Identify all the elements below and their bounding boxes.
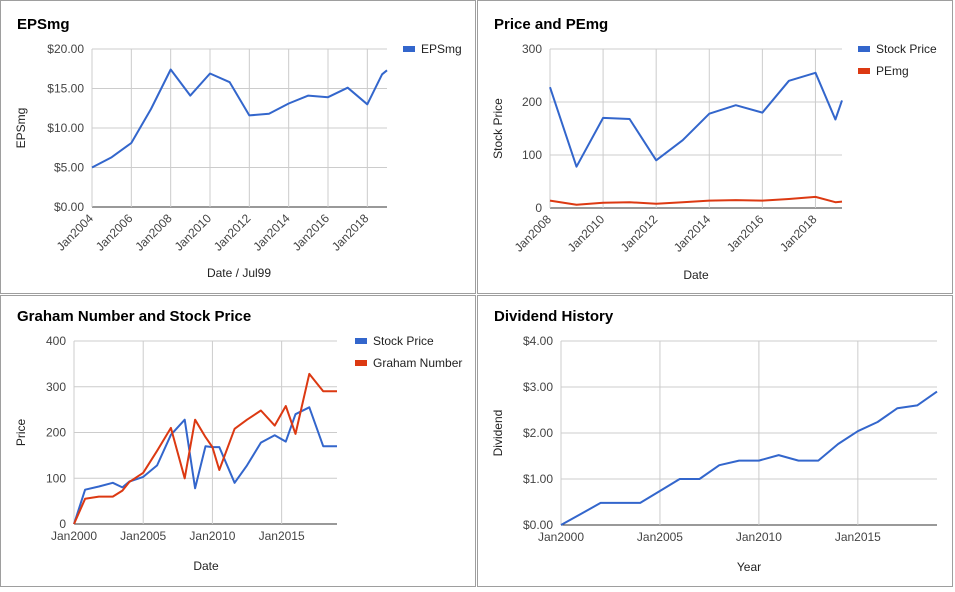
y-tick-label: $4.00 [523, 334, 553, 348]
y-tick-label: 200 [522, 95, 542, 109]
y-tick-label: 100 [46, 471, 66, 485]
legend-label: EPSmg [421, 42, 462, 56]
x-tick-label: Jan2016 [290, 211, 333, 254]
x-tick-label: Jan2016 [724, 212, 767, 255]
x-tick-label: Jan2008 [512, 212, 555, 255]
series-line-epsmg [91, 68, 388, 169]
y-tick-label: $1.00 [523, 472, 553, 486]
legend-swatch [403, 46, 415, 52]
y-tick-label: $0.00 [54, 200, 84, 214]
price-pemg-chart-panel: Price and PEmg Date 0 100 200 300 Jan2008 Jan… [477, 0, 953, 294]
epsmg-chart-panel: EPSmg Date / Jul99 $0.00 $5.00 $10.00 $15.0… [0, 0, 476, 294]
legend-label: PEmg [876, 64, 909, 78]
legend-swatch [355, 360, 367, 366]
y-tick-label: $2.00 [523, 426, 553, 440]
x-tick-label: Jan2012 [618, 212, 661, 255]
y-tick-label: 100 [522, 148, 542, 162]
legend-label: Graham Number [373, 356, 462, 370]
x-tick-label: Jan2000 [538, 530, 584, 544]
y-axis-title: Stock Price [491, 98, 505, 159]
x-tick-label: Jan2012 [211, 211, 254, 254]
series-line-stock-price [73, 406, 337, 525]
x-tick-label: Jan2015 [259, 529, 305, 543]
series-line-graham-number [73, 372, 337, 525]
y-tick-label: 200 [46, 426, 66, 440]
series-line-0 [560, 390, 938, 526]
x-axis-title: Date [193, 559, 219, 573]
y-tick-label: $10.00 [47, 121, 84, 135]
x-tick-label: Jan2018 [329, 211, 372, 254]
y-tick-label: 300 [522, 42, 542, 56]
legend-swatch [355, 338, 367, 344]
x-tick-label: Jan2006 [93, 211, 136, 254]
x-tick-label: Jan2018 [777, 212, 820, 255]
x-tick-label: Jan2010 [736, 530, 782, 544]
x-tick-label: Jan2015 [835, 530, 881, 544]
x-tick-label: Jan2014 [250, 211, 293, 254]
y-axis-title: Price [14, 419, 28, 447]
y-axis-title: EPSmg [14, 108, 28, 149]
y-tick-label: $20.00 [47, 42, 84, 56]
chart-title: Price and PEmg [494, 16, 608, 33]
y-tick-label: 300 [46, 380, 66, 394]
graham-number-chart: Graham Number and Stock Price Date 0 100 2… [14, 308, 462, 573]
x-axis-title: Date [683, 268, 709, 282]
epsmg-chart: EPSmg Date / Jul99 $0.00 $5.00 $10.00 $15.0… [14, 16, 462, 280]
x-tick-label: Jan2010 [172, 211, 215, 254]
graham-number-chart-panel: Graham Number and Stock Price Date 0 100 2… [0, 295, 476, 587]
x-tick-label: Jan2014 [671, 212, 714, 255]
legend-label: Stock Price [876, 42, 937, 56]
legend-swatch [858, 68, 870, 74]
y-tick-label: $15.00 [47, 82, 84, 96]
series-line-stock-price [549, 71, 843, 168]
y-tick-label: $3.00 [523, 380, 553, 394]
dividend-history-chart-panel: Dividend History Year $0.00 $1.00 $2.00 $3.… [477, 295, 953, 587]
y-axis-title: Dividend [491, 410, 505, 457]
x-axis-title: Date / Jul99 [207, 266, 271, 280]
x-tick-label: Jan2004 [54, 211, 97, 254]
x-tick-label: Jan2008 [132, 211, 175, 254]
x-tick-label: Jan2010 [189, 529, 235, 543]
chart-title: Dividend History [494, 308, 614, 325]
series-line-pemg [549, 195, 843, 206]
y-tick-label: 400 [46, 334, 66, 348]
x-tick-label: Jan2005 [120, 529, 166, 543]
y-tick-label: $5.00 [54, 161, 84, 175]
x-tick-label: Jan2005 [637, 530, 683, 544]
legend-label: Stock Price [373, 334, 434, 348]
y-tick-label: $0.00 [523, 518, 553, 532]
x-tick-label: Jan2000 [51, 529, 97, 543]
y-tick-label: 0 [535, 201, 542, 215]
x-tick-label: Jan2010 [565, 212, 608, 255]
chart-title: Graham Number and Stock Price [17, 308, 251, 325]
chart-title: EPSmg [17, 16, 70, 33]
dividend-history-chart: Dividend History Year $0.00 $1.00 $2.00 $3.… [491, 308, 938, 574]
x-axis-title: Year [737, 560, 761, 574]
legend-swatch [858, 46, 870, 52]
y-tick-label: 0 [59, 517, 66, 531]
